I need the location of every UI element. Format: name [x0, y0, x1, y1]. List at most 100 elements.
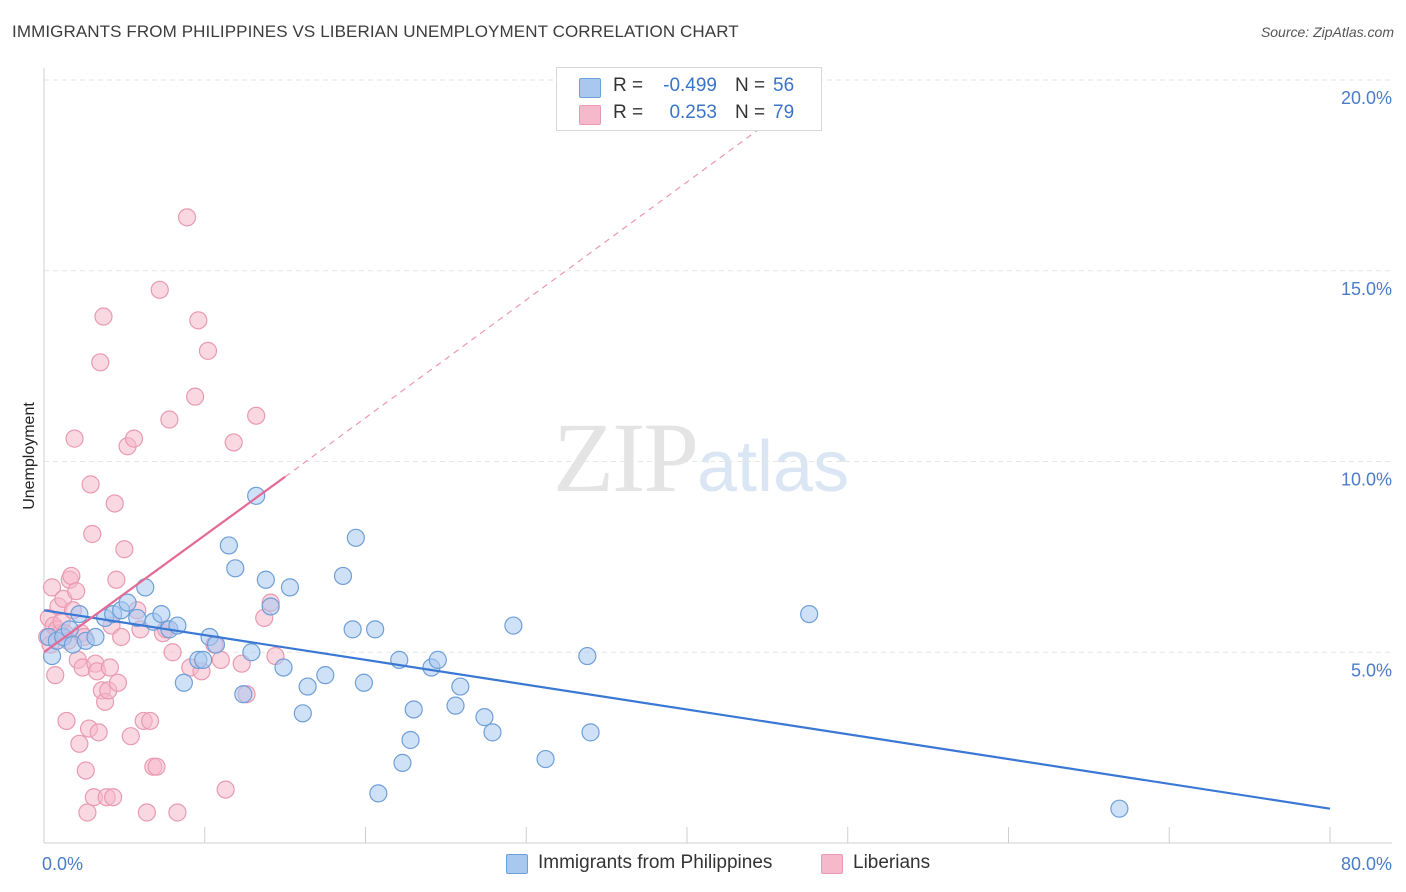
philippines-point	[194, 650, 213, 669]
liberians-point	[104, 788, 123, 807]
legend-swatch-blue	[506, 854, 528, 874]
liberians-point	[42, 578, 62, 597]
liberians-point	[94, 307, 113, 326]
legend-n-value: 56	[773, 75, 795, 96]
legend-n-label: N =	[735, 75, 766, 96]
philippines-trend-line	[43, 609, 1331, 810]
liberians-point	[224, 433, 243, 452]
liberians-point	[91, 353, 110, 372]
philippines-point	[393, 753, 412, 772]
legend-n-label: N =	[735, 102, 766, 123]
y-tick-label: 10.0%	[1341, 470, 1392, 490]
y-tick-label: 5.0%	[1351, 660, 1392, 680]
philippines-point	[404, 700, 423, 719]
liberians-point	[150, 280, 169, 299]
liberians-point	[247, 406, 266, 425]
liberians-point	[124, 429, 144, 448]
philippines-point	[475, 708, 494, 727]
liberians-point	[81, 475, 100, 494]
correlation-legend: R = -0.499 N = 56 R = 0.253 N = 79	[556, 67, 822, 131]
philippines-point	[1110, 799, 1129, 818]
philippines-point	[274, 658, 293, 677]
watermark: ZIPatlas	[553, 400, 849, 515]
liberians-point	[112, 627, 131, 647]
philippines-point	[234, 685, 253, 704]
liberians-point	[168, 803, 187, 822]
legend-r-label: R =	[613, 75, 644, 96]
liberians-point	[160, 410, 179, 429]
x-ticks	[204, 827, 1331, 843]
philippines-point	[316, 666, 335, 685]
liberians-point	[216, 780, 235, 799]
philippines-point	[401, 730, 420, 750]
philippines-point	[118, 593, 137, 612]
philippines-point	[346, 528, 365, 547]
legend-swatch-pink	[579, 105, 601, 125]
liberians-point	[62, 566, 81, 586]
liberians-point	[177, 208, 197, 227]
philippines-point	[536, 749, 555, 769]
liberians-trend-extension	[284, 87, 816, 478]
trend-lines	[43, 87, 1331, 810]
legend-label-liberians: Liberians	[853, 852, 931, 873]
legend-swatch-pink	[821, 854, 843, 874]
philippines-point	[256, 570, 275, 589]
philippines-point	[136, 578, 155, 597]
legend-r-label: R =	[613, 102, 644, 123]
liberians-point	[100, 658, 120, 677]
liberians-point	[57, 711, 76, 731]
liberians-trend-line	[43, 475, 286, 654]
liberians-point	[137, 803, 156, 822]
liberians-point	[121, 727, 140, 746]
philippines-point	[483, 723, 502, 742]
philippines-point	[581, 723, 600, 742]
philippines-point	[226, 559, 245, 578]
liberians-point	[140, 711, 160, 731]
liberians-point	[78, 803, 97, 822]
liberians-point	[147, 757, 166, 776]
philippines-point	[446, 696, 465, 715]
philippines-point	[174, 673, 193, 692]
liberians-point	[108, 673, 128, 692]
philippines-point	[280, 578, 300, 597]
liberians-point	[163, 643, 182, 662]
liberians-point	[198, 341, 218, 360]
x-tick-label-min: 0.0%	[42, 854, 83, 874]
legend-r-value: 0.253	[669, 102, 717, 123]
legend-label-philippines: Immigrants from Philippines	[538, 852, 773, 873]
chart-title: IMMIGRANTS FROM PHILIPPINES VS LIBERIAN …	[12, 22, 739, 41]
philippines-points	[39, 486, 1129, 818]
philippines-point	[293, 704, 312, 723]
philippines-point	[333, 566, 353, 586]
philippines-point	[152, 604, 171, 624]
y-tick-label: 15.0%	[1341, 279, 1392, 299]
gridlines	[44, 79, 1392, 653]
philippines-point	[800, 604, 819, 624]
philippines-point	[261, 597, 280, 616]
liberians-point	[115, 540, 134, 559]
legend-swatch-blue	[579, 78, 601, 98]
liberians-points	[38, 208, 285, 822]
watermark-zip: ZIP	[553, 402, 699, 513]
liberians-point	[65, 429, 84, 448]
liberians-point	[67, 582, 86, 601]
liberians-point	[76, 761, 95, 780]
philippines-point	[451, 677, 470, 696]
x-tick-label-max: 80.0%	[1341, 854, 1392, 874]
philippines-point	[86, 627, 105, 647]
legend-r-value: -0.499	[663, 75, 717, 96]
y-tick-labels: 5.0% 10.0% 15.0% 20.0%	[1341, 88, 1392, 680]
legend-n-value: 79	[773, 102, 795, 123]
series-legend: Immigrants from Philippines Liberians	[0, 852, 1406, 878]
philippines-point	[504, 616, 523, 635]
philippines-point	[242, 643, 261, 662]
liberians-point	[189, 311, 208, 330]
philippines-point	[578, 646, 597, 666]
watermark-atlas: atlas	[697, 427, 850, 507]
liberians-point	[211, 650, 230, 669]
philippines-point	[219, 536, 238, 555]
y-tick-label: 20.0%	[1341, 88, 1392, 108]
liberians-point	[83, 524, 102, 544]
philippines-point	[354, 673, 373, 692]
